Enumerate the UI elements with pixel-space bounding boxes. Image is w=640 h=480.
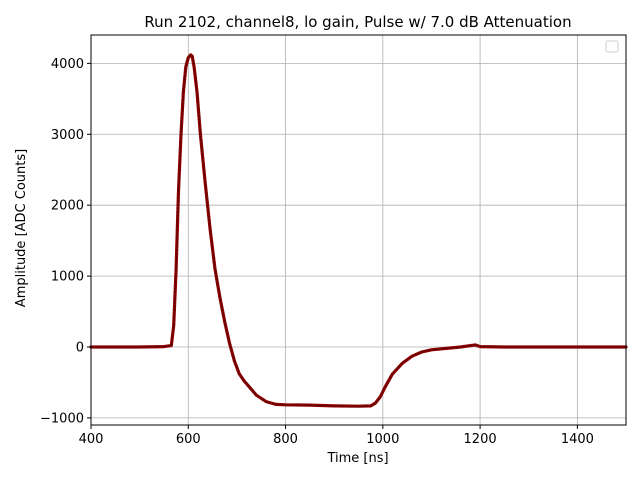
x-tick-label: 600 [176, 432, 201, 447]
chart-title: Run 2102, channel8, lo gain, Pulse w/ 7.… [144, 13, 571, 31]
x-tick-label: 1000 [366, 432, 399, 447]
x-ticks: 400 600 800 1000 1200 1400 [79, 425, 594, 447]
pulse-series-line [89, 53, 628, 408]
x-tick-label: 1200 [464, 432, 497, 447]
y-tick-label: 1000 [51, 270, 84, 285]
y-tick-label: 0 [76, 341, 84, 356]
x-tick-label: 800 [273, 432, 298, 447]
y-ticks: −1000 0 1000 2000 3000 4000 [40, 57, 91, 426]
y-tick-label: −1000 [40, 411, 84, 426]
x-tick-label: 1400 [561, 432, 594, 447]
y-tick-label: 2000 [51, 199, 84, 214]
y-tick-label: 3000 [51, 128, 84, 143]
y-tick-label: 4000 [51, 57, 84, 72]
x-tick-label: 400 [79, 432, 104, 447]
plot-frame [90, 34, 627, 426]
y-axis-label: Amplitude [ADC Counts] [14, 149, 29, 307]
x-axis-label: Time [ns] [326, 451, 388, 466]
series-layer [89, 53, 628, 408]
legend-box [605, 40, 619, 53]
